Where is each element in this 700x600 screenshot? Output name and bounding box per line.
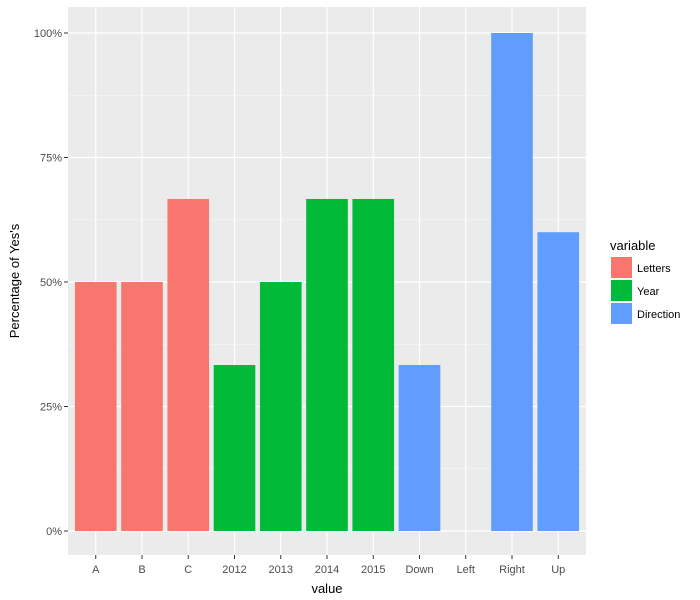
x-tick-label: 2012 [222, 564, 246, 576]
x-tick-label: Left [457, 564, 475, 576]
x-tick-label: C [184, 564, 192, 576]
bar-2014 [306, 198, 348, 531]
bar-2012 [213, 365, 256, 531]
y-tick-label: 50% [40, 277, 62, 289]
legend-label-letters: Letters [637, 263, 671, 275]
x-tick-label: Right [499, 564, 525, 576]
x-tick-label: B [138, 564, 145, 576]
legend-swatch-direction [611, 303, 632, 324]
y-axis-title: Percentage of Yes's [7, 223, 22, 338]
bar-right [491, 33, 533, 531]
legend-swatch-letters [611, 257, 632, 278]
x-tick-label: 2013 [269, 564, 293, 576]
bar-2015 [352, 198, 395, 531]
x-tick-label: Up [551, 564, 565, 576]
x-axis: A B C 2012 2013 2014 2015 Down Left Right Up [92, 555, 565, 576]
y-tick-label: 75% [40, 153, 62, 165]
bar-b [121, 282, 163, 531]
y-tick-label: 100% [34, 28, 62, 40]
x-axis-title: value [311, 581, 342, 596]
bar-a [74, 282, 117, 531]
x-tick-label: 2015 [361, 564, 385, 576]
legend: variable Letters Year Direction [610, 238, 680, 324]
bar-2013 [259, 282, 302, 531]
legend-label-direction: Direction [637, 309, 680, 321]
y-tick-label: 0% [46, 526, 62, 538]
x-tick-label: Down [405, 564, 433, 576]
x-tick-label: 2014 [315, 564, 339, 576]
x-tick-label: A [92, 564, 100, 576]
bar-c [167, 198, 210, 531]
legend-swatch-year [611, 280, 632, 301]
y-axis: 0% 25% 50% 75% 100% [34, 28, 68, 538]
y-tick-label: 25% [40, 402, 62, 414]
bar-up [537, 232, 580, 531]
bar-down [398, 365, 441, 531]
bars [74, 33, 580, 531]
legend-title: variable [610, 238, 656, 253]
legend-label-year: Year [637, 286, 660, 298]
